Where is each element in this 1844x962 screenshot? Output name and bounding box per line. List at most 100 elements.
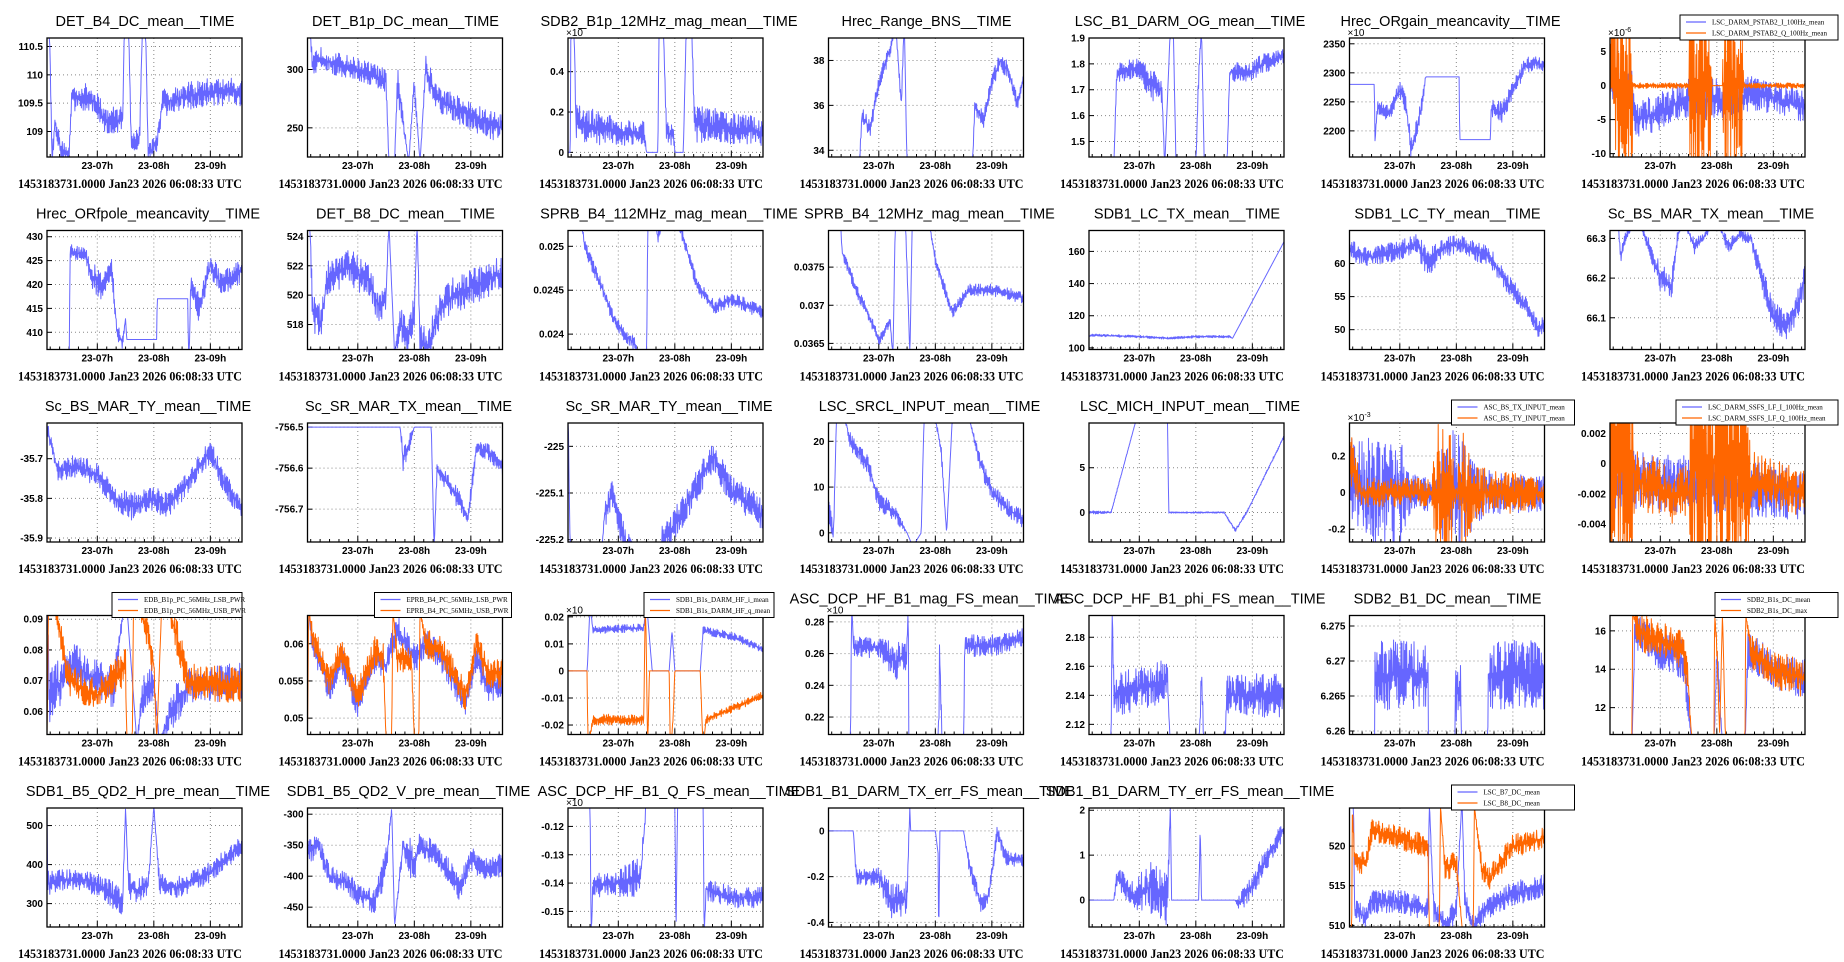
x-tick-label: 23-08h xyxy=(659,546,691,557)
x-tick-label: 23-08h xyxy=(1180,546,1212,557)
plot-frame xyxy=(306,229,504,351)
chart-panel: 23-07h 23-08h 23-09h -0.4 -0.2 0 SDB1_B1_DARM_… xyxy=(785,784,1074,961)
x-tick-label: 23-07h xyxy=(602,161,634,172)
plot-area xyxy=(307,423,503,542)
y-tick-label: 400 xyxy=(26,860,43,871)
chart-panel: 23-07h 23-08h 23-09h 0.06 0.07 0.08 0.09 EDB_B1… xyxy=(18,592,246,769)
x-tick-label: 23-09h xyxy=(195,161,227,172)
y-tick-label: 0.2 xyxy=(550,108,564,119)
chart-panel: 23-07h 23-08h 23-09h 2200 2250 2300 2350×10Hre… xyxy=(1321,14,1561,191)
plot-area xyxy=(1089,423,1284,542)
timestamp-footer: 1453183731.0000 Jan23 2026 06:08:33 UTC xyxy=(539,562,763,576)
x-tick-label: 23-07h xyxy=(1384,354,1416,365)
y-tick-label: 410 xyxy=(26,328,43,339)
timestamp-footer: 1453183731.0000 Jan23 2026 06:08:33 UTC xyxy=(18,370,242,384)
y-tick-label: 2.16 xyxy=(1066,662,1086,673)
legend-entry: EDB_B1p_PC_56MHz_USB_PWR xyxy=(144,607,246,615)
chart-title: SPRB_B4_112MHz_mag_mean__TIME xyxy=(540,207,798,223)
x-tick-label: 23-09h xyxy=(1237,931,1269,942)
chart-panel: 23-07h 23-08h 23-09h -450 -400 -350 -300 SDB1_B… xyxy=(279,784,531,961)
plot-area xyxy=(307,808,503,927)
x-tick-label: 23-09h xyxy=(1497,354,1529,365)
y-tick-label: -0.13 xyxy=(541,850,564,861)
x-tick-label: 23-09h xyxy=(716,354,748,365)
timestamp-footer: 1453183731.0000 Jan23 2026 06:08:33 UTC xyxy=(800,947,1024,961)
legend-entry: LSC_DARM_PSTAB2_Q_100Hz_mean xyxy=(1712,30,1827,38)
y-tick-label: 522 xyxy=(287,261,304,272)
legend-box xyxy=(1675,399,1839,426)
chart-panel: 23-07h 23-08h 23-09h -0.15 -0.14 -0.13 -0.12 ×1… xyxy=(538,784,801,961)
x-tick-label: 23-08h xyxy=(1180,739,1212,750)
x-tick-label: 23-09h xyxy=(1237,739,1269,750)
chart-title: SDB1_LC_TX_mean__TIME xyxy=(1094,207,1280,223)
x-tick-label: 23-09h xyxy=(716,931,748,942)
y-tick-label: -35.7 xyxy=(20,454,43,465)
chart-panel: 23-07h 23-08h 23-09h 6.26 6.265 6.27 6.275 SDB2… xyxy=(1320,592,1546,769)
legend-entry: LSC_B7_DC_mean xyxy=(1484,789,1541,797)
chart-panel: 23-07h 23-08h 23-09h 0.0365 0.037 0.0375 SPRB_… xyxy=(794,207,1055,384)
series-line-1 xyxy=(307,230,503,350)
chart-title: SPRB_B4_12MHz_mag_mean__TIME xyxy=(804,207,1055,223)
legend-box xyxy=(1714,592,1839,618)
chart-title: DET_B1p_DC_mean__TIME xyxy=(312,14,499,30)
y-tick-label: 0 xyxy=(819,826,825,837)
y-multiplier-power: -6 xyxy=(1625,27,1631,34)
series-line-2 xyxy=(307,615,503,735)
y-multiplier-base: ×10 xyxy=(1348,28,1365,39)
x-tick-label: 23-07h xyxy=(1644,546,1676,557)
chart-title: ASC_DCP_HF_B1_mag_FS_mean__TIME xyxy=(790,592,1070,608)
series-line-2 xyxy=(1609,37,1806,158)
series-line-1 xyxy=(307,426,503,543)
plot-frame xyxy=(827,229,1025,351)
x-tick-label: 23-08h xyxy=(398,161,430,172)
plot-frame xyxy=(46,37,243,158)
y-tick-label: 0.037 xyxy=(799,301,824,312)
timestamp-footer: 1453183731.0000 Jan23 2026 06:08:33 UTC xyxy=(1581,370,1805,384)
timestamp-footer: 1453183731.0000 Jan23 2026 06:08:33 UTC xyxy=(1581,755,1805,769)
chart-panel: 23-07h 23-08h 23-09h 518 520 522 524 DET_B8_DC_… xyxy=(279,207,504,384)
y-tick-label: 0.06 xyxy=(284,639,304,650)
x-tick-label: 23-08h xyxy=(1440,354,1472,365)
y-tick-label: 0.055 xyxy=(278,676,303,687)
chart-title: Sc_SR_MAR_TY_mean__TIME xyxy=(565,399,772,415)
legend-entry: LSC_DARM_SSFS_LF_I_100Hz_mean xyxy=(1708,404,1823,412)
y-tick-label: 16 xyxy=(1595,626,1607,637)
y-tick-label: -0.002 xyxy=(1578,489,1607,500)
timestamp-footer: 1453183731.0000 Jan23 2026 06:08:33 UTC xyxy=(1581,177,1805,191)
chart-title: DET_B4_DC_mean__TIME xyxy=(56,14,235,30)
chart-title: Sc_BS_MAR_TX_mean__TIME xyxy=(1608,207,1815,223)
chart-panel: 23-07h 23-08h 23-09h -0.02 -0.01 0 0.01 0.02×10… xyxy=(539,592,775,769)
timestamp-footer: 1453183731.0000 Jan23 2026 06:08:33 UTC xyxy=(1321,755,1545,769)
y-multiplier: ×10-6 xyxy=(1608,27,1631,39)
y-tick-label: 2300 xyxy=(1323,68,1346,79)
x-tick-label: 23-07h xyxy=(602,354,634,365)
x-tick-label: 23-07h xyxy=(1384,931,1416,942)
y-tick-label: 425 xyxy=(26,256,43,267)
chart-panel: 23-07h 23-08h 23-09h 50 55 60 SDB1_LC_TY_mean_… xyxy=(1321,207,1546,384)
y-tick-label: 520 xyxy=(1329,842,1346,853)
y-tick-label: -450 xyxy=(283,903,303,914)
series-line-2 xyxy=(46,615,243,735)
y-tick-label: -0.12 xyxy=(541,822,564,833)
y-multiplier-power: -3 xyxy=(1364,412,1370,419)
y-tick-label: 0 xyxy=(1600,81,1606,92)
plot-frame xyxy=(46,807,243,928)
plot-frame xyxy=(1088,37,1285,158)
y-tick-label: 120 xyxy=(1068,311,1085,322)
chart-panel: 23-07h 23-08h 23-09h 300 400 500 SDB1_B5_QD2_H… xyxy=(18,784,270,961)
legend-entry: LSC_B8_DC_mean xyxy=(1484,800,1541,808)
x-tick-label: 23-08h xyxy=(1180,931,1212,942)
x-tick-label: 23-07h xyxy=(863,354,895,365)
x-tick-label: 23-08h xyxy=(1440,739,1472,750)
y-tick-label: 0.05 xyxy=(284,714,304,725)
timestamp-footer: 1453183731.0000 Jan23 2026 06:08:33 UTC xyxy=(18,755,242,769)
y-tick-label: -0.02 xyxy=(541,721,564,732)
x-tick-label: 23-07h xyxy=(81,354,113,365)
y-tick-label: 0.24 xyxy=(805,681,825,692)
x-tick-label: 23-07h xyxy=(342,931,374,942)
y-tick-label: 0 xyxy=(1600,459,1606,470)
x-tick-label: 23-07h xyxy=(1644,161,1676,172)
timestamp-footer: 1453183731.0000 Jan23 2026 06:08:33 UTC xyxy=(800,562,1024,576)
timestamp-footer: 1453183731.0000 Jan23 2026 06:08:33 UTC xyxy=(1321,370,1545,384)
y-tick-label: 0.025 xyxy=(539,242,564,253)
